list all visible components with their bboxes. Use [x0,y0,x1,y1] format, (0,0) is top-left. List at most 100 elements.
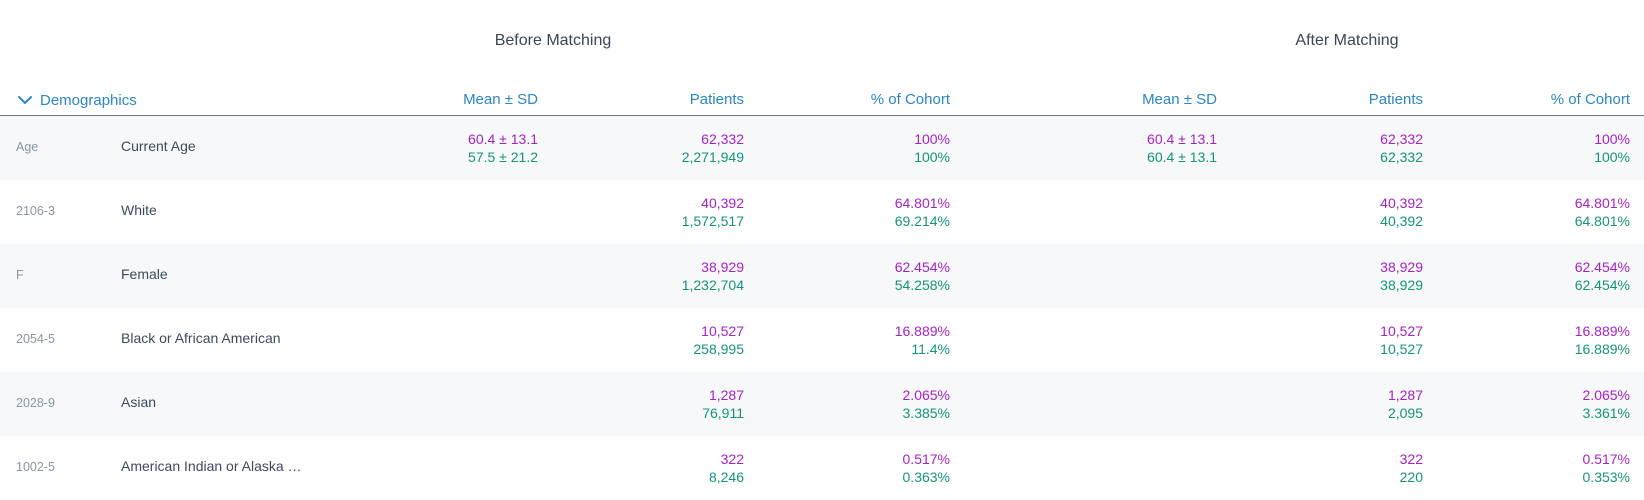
cohort1-value: 322 [1399,451,1423,467]
table-row: 2054-5 Black or African American 10,527 … [0,308,1644,372]
patients-before-cell: 62,332 2,271,949 [564,130,744,166]
cohort2-value: 16.889% [1574,341,1630,357]
patients-before-cell: 38,929 1,232,704 [564,258,744,294]
cohort2-value: 62,332 [1380,149,1423,165]
row-label: Asian [121,394,157,410]
patients-after-cell: 10,527 10,527 [1243,322,1423,358]
cohort1-value: 16.889% [894,323,950,339]
cohort2-value: 2,271,949 [681,149,744,165]
cohort1-value: 0.517% [902,451,950,467]
table-body: Age Current Age 60.4 ± 13.1 57.5 ± 21.2 … [0,116,1644,500]
patients-before-cell: 322 8,246 [564,450,744,486]
table-row: 2106-3 White 40,392 1,572,517 64.801% 69… [0,180,1644,244]
cohort2-value: 64.801% [1574,213,1630,229]
cohort2-value: 2,095 [1387,405,1423,421]
cohort2-value: 8,246 [708,469,744,485]
patients-after-cell: 1,287 2,095 [1243,386,1423,422]
cohort1-value: 60.4 ± 13.1 [468,131,538,147]
row-label: Female [121,266,168,282]
cohort2-value: 1,572,517 [681,213,744,229]
cohort1-value: 38,929 [1380,259,1423,275]
cohort2-value: 54.258% [894,277,950,293]
pct-before-cell: 2.065% 3.385% [770,386,950,422]
cohort2-value: 1,232,704 [681,277,744,293]
patients-after-cell: 322 220 [1243,450,1423,486]
cohort2-value: 57.5 ± 21.2 [468,149,538,165]
cohort2-value: 69.214% [894,213,950,229]
pct-after-cell: 2.065% 3.361% [1450,386,1630,422]
cohort1-value: 0.517% [1582,451,1630,467]
col-header-mean-after[interactable]: Mean ± SD [1142,91,1217,108]
col-header-pct-before[interactable]: % of Cohort [870,91,950,108]
pct-after-cell: 100% 100% [1450,130,1630,166]
table-row: 2028-9 Asian 1,287 76,911 2.065% 3.385% … [0,372,1644,436]
cohort1-value: 64.801% [1574,195,1630,211]
cohort1-value: 1,287 [708,387,744,403]
cohort1-value: 62.454% [1574,259,1630,275]
cohort1-value: 62.454% [894,259,950,275]
cohort2-value: 11.4% [911,341,950,357]
col-header-patients-after[interactable]: Patients [1368,91,1423,108]
patients-before-cell: 1,287 76,911 [564,386,744,422]
cohort2-value: 76,911 [702,405,744,421]
cohort2-value: 60.4 ± 13.1 [1147,149,1217,165]
row-code: Age [16,140,39,154]
group-headers: Before Matching After Matching [0,0,1644,82]
col-header-pct-after[interactable]: % of Cohort [1550,91,1630,108]
cohort1-value: 62,332 [701,131,744,147]
cohort1-value: 10,527 [1380,323,1423,339]
cohort2-value: 100% [914,149,950,165]
cohort1-value: 2.065% [902,387,950,403]
pct-after-cell: 64.801% 64.801% [1450,194,1630,230]
cohort1-value: 1,287 [1387,387,1423,403]
cohort2-value: 0.363% [902,469,950,485]
pct-after-cell: 16.889% 16.889% [1450,322,1630,358]
cohort2-value: 40,392 [1380,213,1423,229]
cohort1-value: 62,332 [1380,131,1423,147]
row-label: White [121,202,157,218]
cohort2-value: 220 [1399,469,1423,485]
mean-before-cell: 60.4 ± 13.1 57.5 ± 21.2 [358,130,538,166]
demographics-section-toggle[interactable]: Demographics [16,90,137,110]
before-matching-title: Before Matching [494,32,612,49]
patients-after-cell: 40,392 40,392 [1243,194,1423,230]
chevron-down-icon [18,96,32,104]
cohort2-value: 10,527 [1380,341,1423,357]
pct-before-cell: 62.454% 54.258% [770,258,950,294]
table-row: Age Current Age 60.4 ± 13.1 57.5 ± 21.2 … [0,116,1644,180]
row-code: 2106-3 [16,204,55,218]
cohort2-value: 62.454% [1574,277,1630,293]
row-label: Black or African American [121,330,281,346]
cohort1-value: 40,392 [1380,195,1423,211]
row-code: F [16,268,24,282]
col-header-mean-before[interactable]: Mean ± SD [463,91,538,108]
cohort2-value: 258,995 [693,341,744,357]
patients-after-cell: 38,929 38,929 [1243,258,1423,294]
row-label: Current Age [121,138,196,154]
col-header-patients-before[interactable]: Patients [689,91,744,108]
pct-before-cell: 64.801% 69.214% [770,194,950,230]
pct-after-cell: 62.454% 62.454% [1450,258,1630,294]
row-code: 1002-5 [16,460,55,474]
after-matching-title: After Matching [1295,32,1399,49]
table-row: 1002-5 American Indian or Alaska … 322 8… [0,436,1644,500]
cohort2-value: 3.385% [902,405,950,421]
cohort1-value: 38,929 [701,259,744,275]
section-label: Demographics [40,91,137,109]
mean-after-cell: 60.4 ± 13.1 60.4 ± 13.1 [1037,130,1217,166]
cohort1-value: 2.065% [1582,387,1630,403]
row-label: American Indian or Alaska … [121,458,302,474]
cohort1-value: 100% [914,131,950,147]
pct-before-cell: 0.517% 0.363% [770,450,950,486]
pct-before-cell: 16.889% 11.4% [770,322,950,358]
cohort1-value: 40,392 [701,195,744,211]
cohort1-value: 60.4 ± 13.1 [1147,131,1217,147]
cohort1-value: 322 [720,451,744,467]
patients-before-cell: 40,392 1,572,517 [564,194,744,230]
cohort2-value: 100% [1594,149,1630,165]
cohort2-value: 3.361% [1582,405,1630,421]
cohort2-value: 38,929 [1380,277,1423,293]
table-row: F Female 38,929 1,232,704 62.454% 54.258… [0,244,1644,308]
row-code: 2028-9 [16,396,55,410]
